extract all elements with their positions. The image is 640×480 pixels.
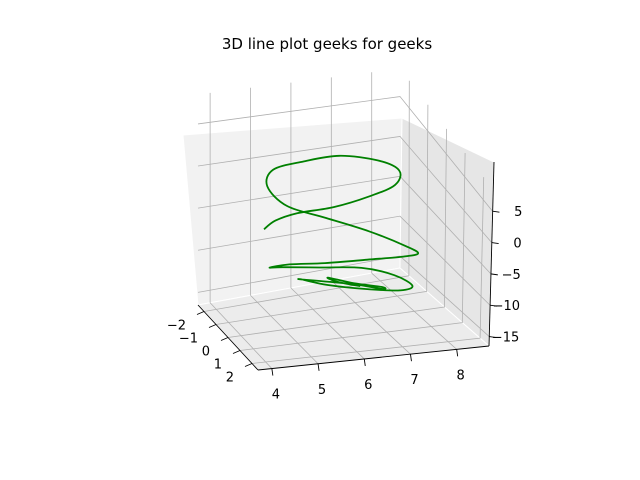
z-tick-label: −15 [492,331,519,346]
y-tick-label: 6 [364,378,372,393]
grid-line-x [251,177,485,364]
x-tick-label: 2 [226,371,234,386]
y-tick [317,363,320,371]
y-tick [271,368,274,376]
z-axis-line [488,161,495,347]
chart-title: 3D line plot geeks for geeks [222,35,433,53]
grid-line-x [215,104,429,325]
x-tick [244,363,253,367]
y-tick [410,354,412,362]
grid-lines [197,72,493,369]
z-tick [490,273,498,276]
grid-line-x [227,128,447,338]
x-tick [220,337,229,341]
z-tick [489,304,498,307]
x-tick-label: 1 [214,358,222,373]
grid-line-z [197,255,490,337]
y-tick-label: 5 [318,383,326,398]
series-layer [263,154,420,292]
z-tick-label: −10 [493,299,520,314]
y-tick-label: 7 [410,373,418,388]
y-tick [456,349,459,357]
x-tick [232,350,241,354]
y-axis-line [257,345,490,371]
z-tick-label: −5 [502,268,521,283]
y-tick [363,358,366,367]
z-tick-label: 5 [514,205,522,220]
y-tick-label: 4 [272,388,280,403]
x-tick-label: −2 [167,319,186,334]
x-tick-label: 0 [202,345,210,360]
grid-line-z [197,135,492,243]
z-tick-label: 0 [513,237,521,252]
y-tick-label: 8 [457,368,465,383]
grid-line-x [239,153,466,351]
z-tick [492,210,500,213]
axes-3d [182,72,500,376]
axis-ticks [196,210,500,376]
x-tick [208,324,217,328]
grid-line-z [197,215,491,306]
grid-line-z [197,96,493,212]
x-tick [196,311,205,315]
z-tick [491,242,499,244]
series-line [263,154,420,292]
z-tick [489,336,497,339]
grid-line-x [203,80,410,312]
x-tick-label: −1 [179,332,198,347]
